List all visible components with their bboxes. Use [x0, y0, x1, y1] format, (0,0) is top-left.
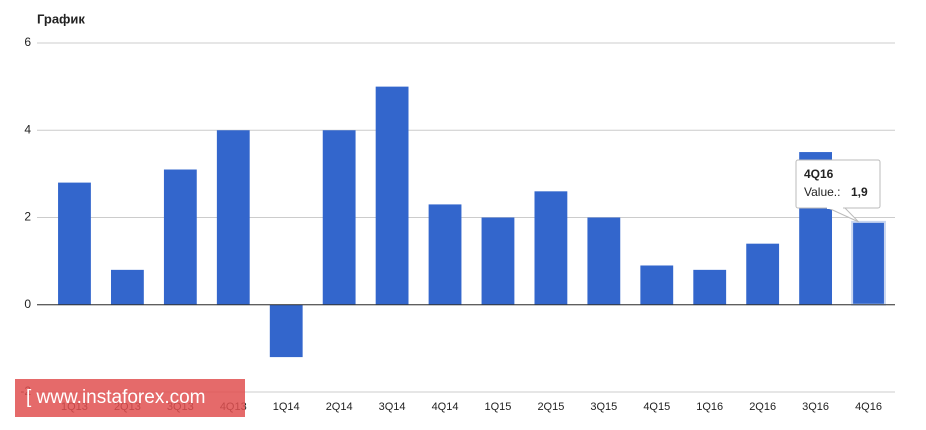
y-tick-label: 6 [24, 35, 31, 49]
x-tick-label: 2Q14 [326, 401, 353, 413]
tooltip-seam [827, 206, 843, 209]
bar [110, 269, 144, 305]
x-tick-label: 3Q16 [802, 401, 829, 413]
bar [534, 191, 568, 305]
bar [587, 217, 621, 305]
watermark: [ www.instaforex.com [26, 387, 206, 408]
x-tick-label: 4Q15 [643, 401, 670, 413]
x-tick-label: 2Q16 [749, 401, 776, 413]
bar [481, 217, 515, 305]
x-tick-label: 2Q15 [537, 401, 564, 413]
bar [428, 204, 462, 305]
x-tick-label: 4Q16 [855, 401, 882, 413]
bar [375, 86, 409, 305]
tooltip-label: Value.: [804, 185, 840, 199]
bar [640, 265, 674, 305]
bar [163, 169, 197, 305]
x-tick-label: 4Q14 [432, 401, 459, 413]
bar [269, 304, 303, 358]
y-tick-label: 2 [24, 210, 31, 224]
tooltip-title: 4Q16 [804, 167, 834, 181]
bar [58, 182, 91, 305]
bar [693, 269, 727, 305]
tooltip-value: 1,9 [851, 185, 868, 199]
bar [746, 243, 780, 305]
y-tick-label: 4 [24, 122, 31, 136]
y-tick-label: 0 [24, 297, 31, 311]
x-tick-label: 1Q16 [696, 401, 723, 413]
chart-title: График [37, 11, 85, 26]
x-tick-label: 1Q15 [485, 401, 512, 413]
watermark-box [15, 379, 245, 417]
x-tick-label: 3Q15 [590, 401, 617, 413]
x-tick-label: 1Q14 [273, 401, 300, 413]
bar [851, 220, 886, 306]
bar [216, 130, 250, 305]
x-tick-label: 3Q14 [379, 401, 406, 413]
bar [322, 130, 356, 305]
